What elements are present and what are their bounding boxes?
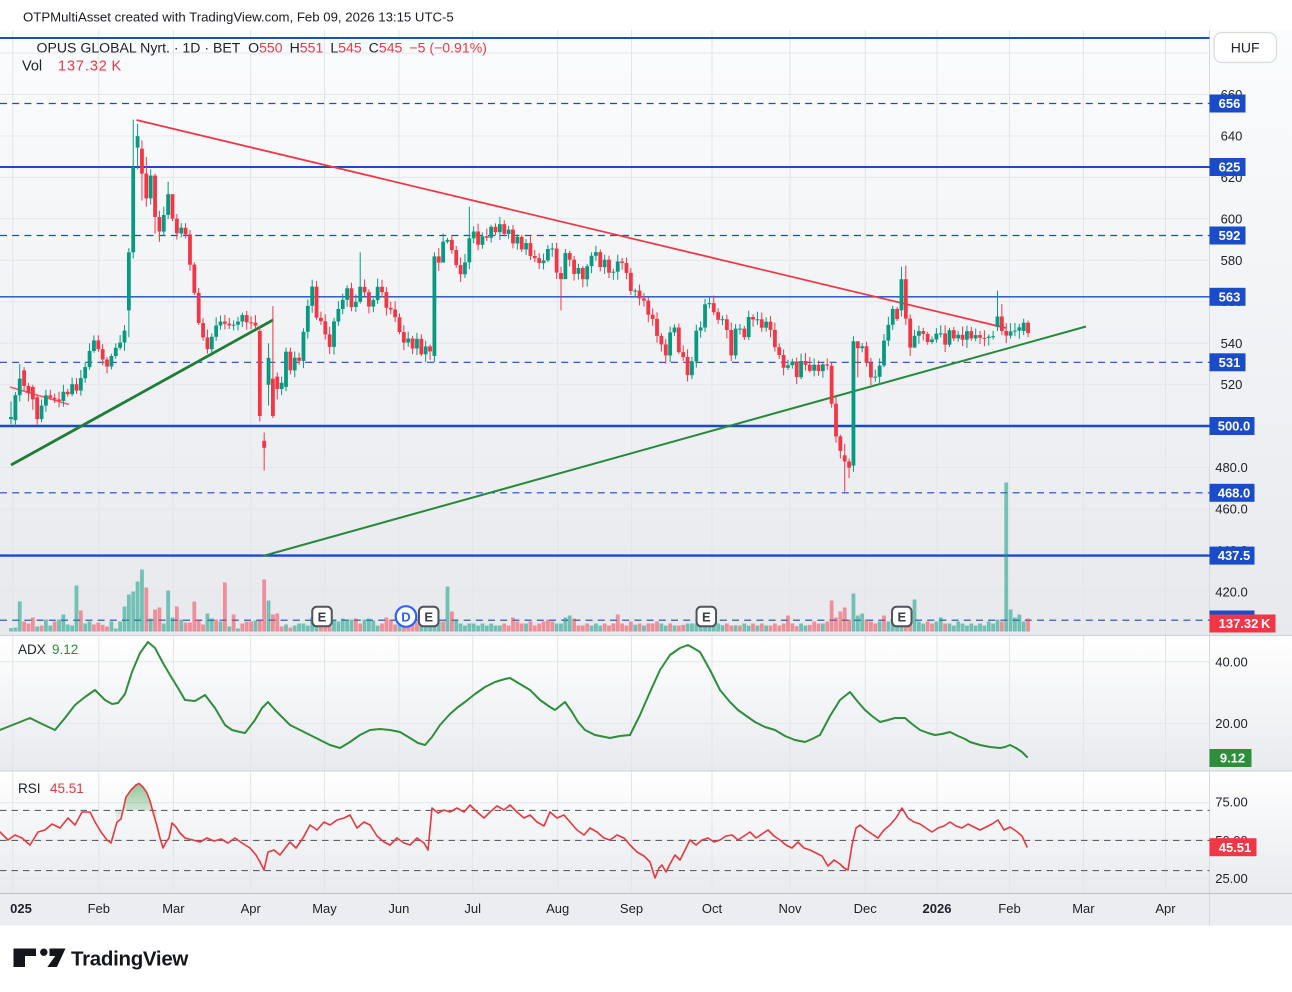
svg-text:531: 531 [1219, 355, 1241, 370]
svg-text:75.00: 75.00 [1215, 795, 1248, 810]
svg-text:500.0: 500.0 [1218, 419, 1251, 434]
svg-text:592: 592 [1219, 228, 1241, 243]
svg-text:Jun: Jun [388, 901, 409, 916]
svg-text:Feb: Feb [88, 901, 110, 916]
svg-text:656: 656 [1219, 96, 1241, 111]
svg-text:40.00: 40.00 [1215, 654, 1248, 669]
svg-text:025: 025 [10, 901, 32, 916]
svg-text:E: E [702, 610, 711, 625]
svg-text:420.0: 420.0 [1215, 584, 1248, 599]
svg-text:Feb: Feb [998, 901, 1020, 916]
svg-text:Vol: Vol [22, 59, 42, 75]
svg-text:Aug: Aug [546, 901, 569, 916]
svg-text:RSI: RSI [18, 781, 41, 796]
svg-text:OTPMultiAsset created with Tra: OTPMultiAsset created with TradingView.c… [23, 10, 454, 25]
svg-text:640: 640 [1221, 129, 1243, 144]
svg-text:Dec: Dec [854, 901, 878, 916]
svg-text:20.00: 20.00 [1215, 716, 1248, 731]
svg-text:45.51: 45.51 [1219, 840, 1252, 855]
svg-text:Sep: Sep [620, 901, 643, 916]
svg-text:2026: 2026 [923, 901, 952, 916]
svg-text:137.32 K: 137.32 K [1219, 616, 1271, 631]
svg-text:D: D [401, 609, 410, 624]
svg-text:563: 563 [1219, 289, 1241, 304]
svg-text:Mar: Mar [162, 901, 185, 916]
svg-text:Nov: Nov [778, 901, 802, 916]
svg-text:E: E [897, 610, 906, 625]
svg-text:Apr: Apr [241, 901, 262, 916]
svg-text:E: E [424, 610, 433, 625]
svg-text:May: May [312, 901, 337, 916]
svg-text:437.5: 437.5 [1218, 548, 1251, 563]
svg-text:ADX: ADX [18, 642, 46, 657]
svg-text:468.0: 468.0 [1218, 485, 1251, 500]
svg-text:9.12: 9.12 [1220, 751, 1245, 766]
svg-text:9.12: 9.12 [52, 642, 78, 657]
svg-text:E: E [318, 610, 327, 625]
svg-text:137.32 K: 137.32 K [58, 59, 122, 75]
svg-text:600: 600 [1221, 211, 1243, 226]
svg-text:45.51: 45.51 [50, 781, 84, 796]
svg-text:TradingView: TradingView [71, 948, 188, 971]
svg-text:520: 520 [1221, 377, 1243, 392]
svg-text:625: 625 [1219, 160, 1241, 175]
svg-text:25.00: 25.00 [1215, 871, 1248, 886]
svg-text:Mar: Mar [1072, 901, 1095, 916]
svg-text:Apr: Apr [1155, 901, 1176, 916]
svg-text:Jul: Jul [464, 901, 481, 916]
svg-text:HUF: HUF [1231, 40, 1260, 56]
svg-text:480.0: 480.0 [1215, 460, 1248, 475]
svg-text:580: 580 [1221, 253, 1243, 268]
svg-text:Oct: Oct [702, 901, 723, 916]
svg-text:460.0: 460.0 [1215, 501, 1248, 516]
svg-text:540: 540 [1221, 336, 1243, 351]
